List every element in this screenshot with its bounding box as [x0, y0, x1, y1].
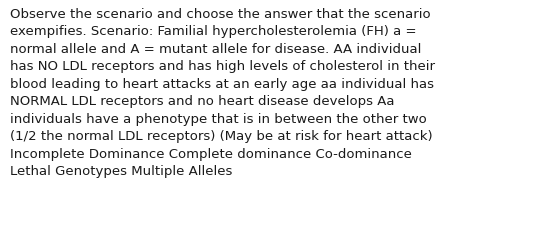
Text: Observe the scenario and choose the answer that the scenario
exempifies. Scenari: Observe the scenario and choose the answ… — [10, 8, 435, 177]
